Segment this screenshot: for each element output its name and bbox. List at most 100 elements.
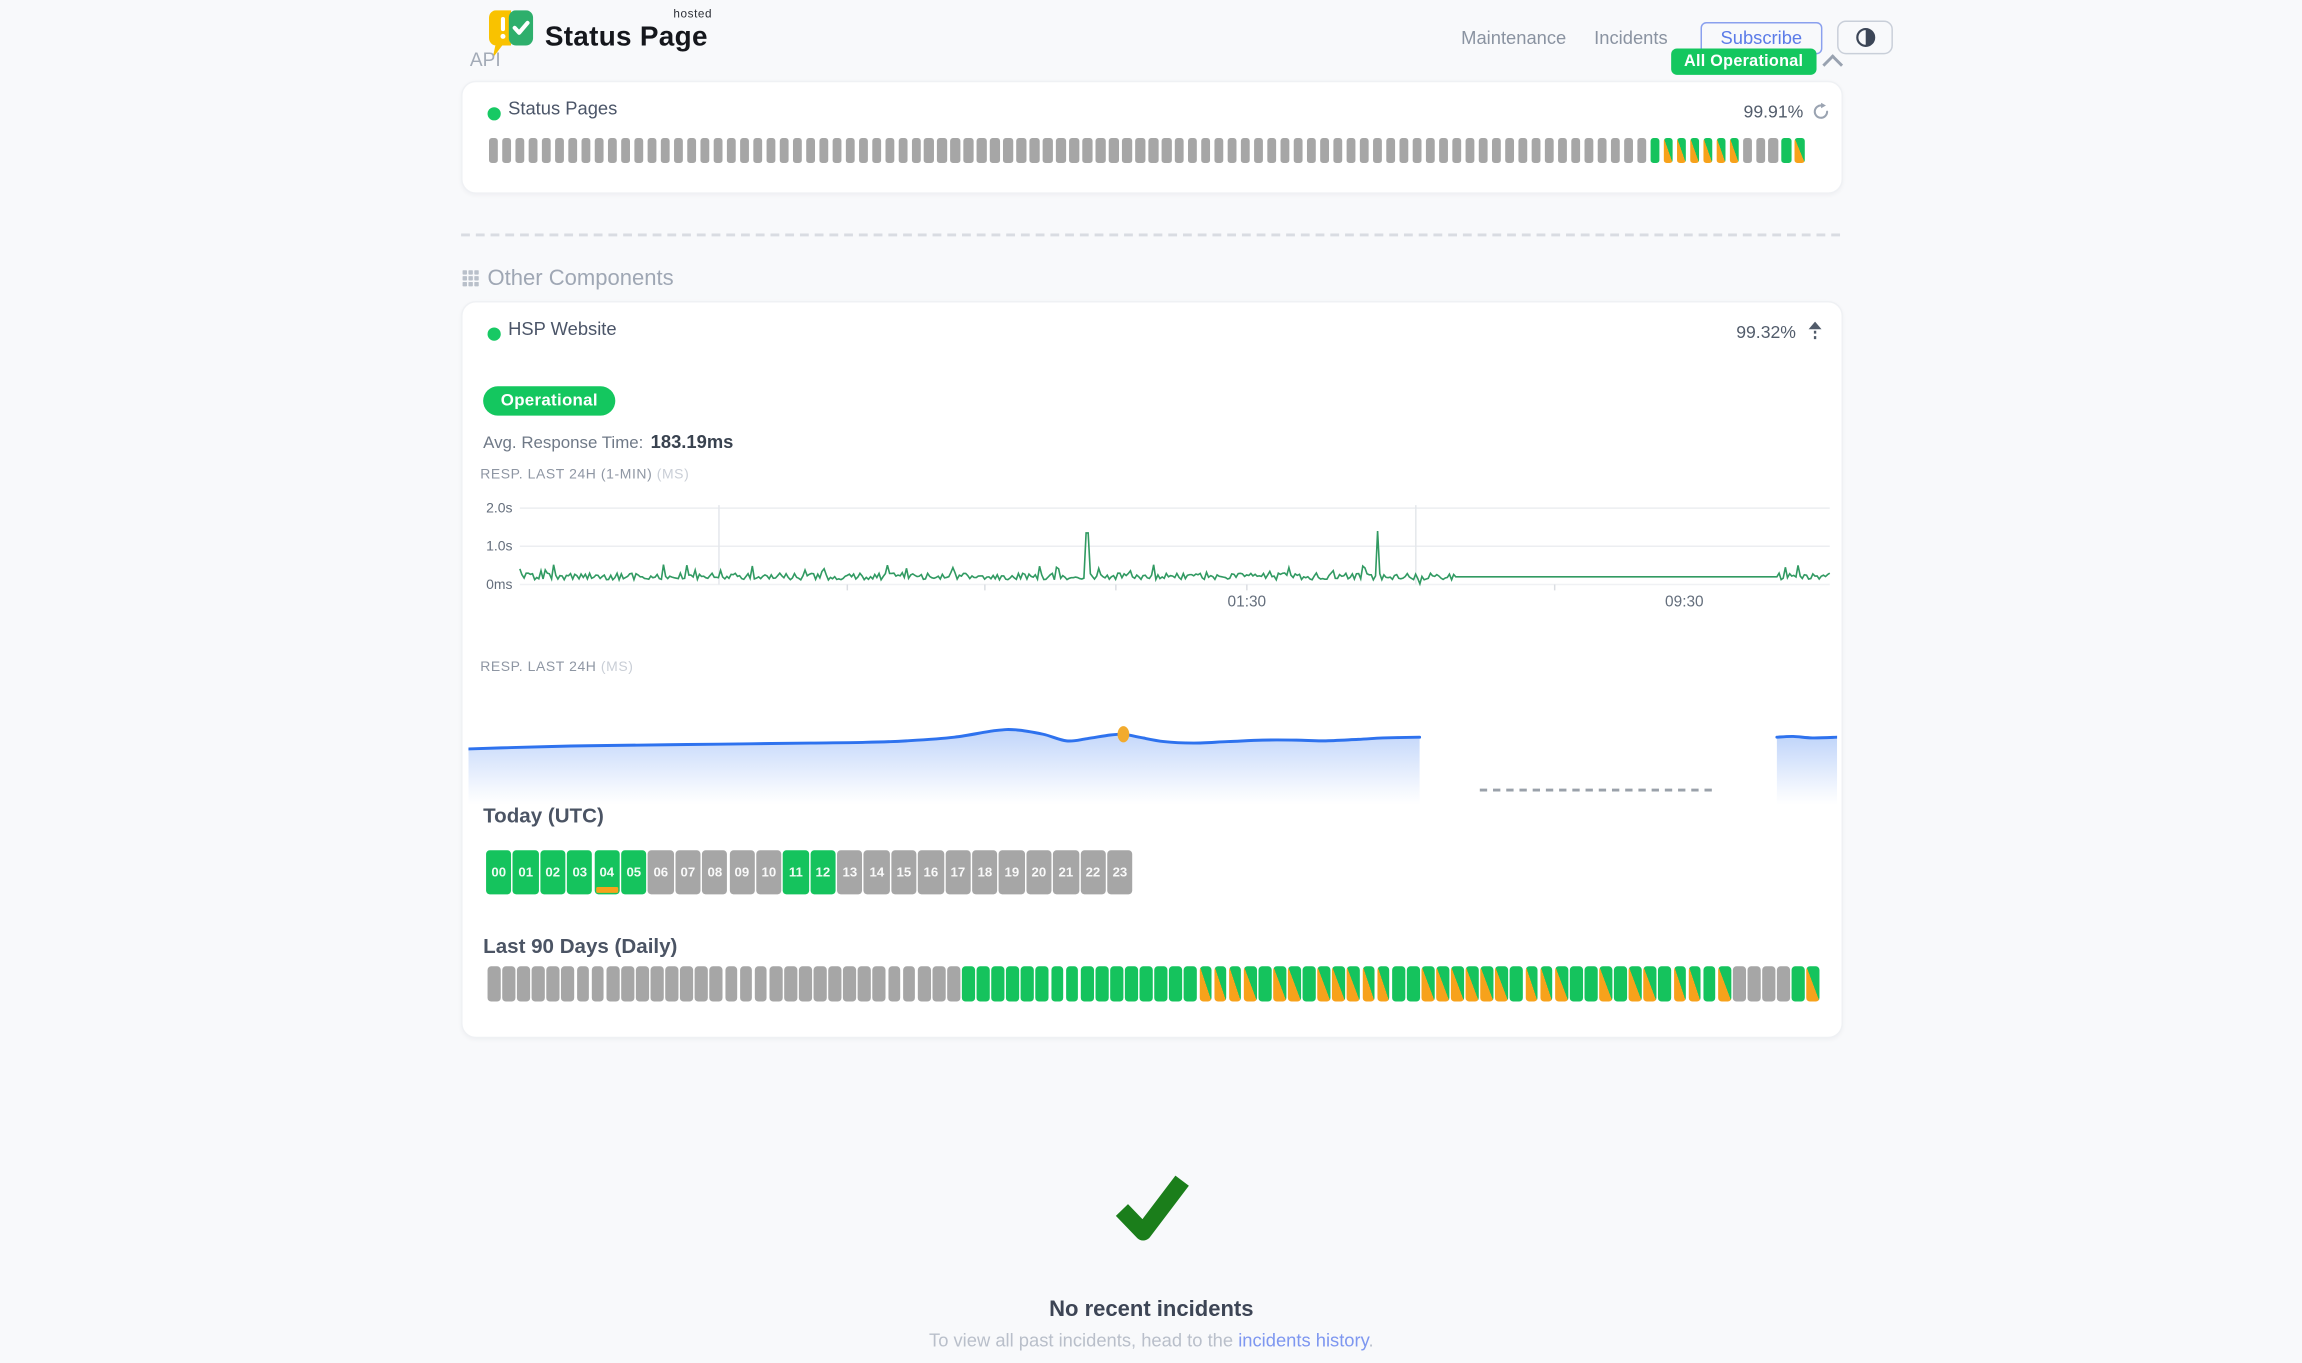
hour-block: 08 (702, 850, 728, 894)
day-block (695, 966, 708, 1001)
uptime-bar (1676, 138, 1686, 164)
uptime-bar (568, 138, 578, 164)
hour-block: 10 (756, 850, 782, 894)
uptime-bar (963, 138, 974, 164)
day-block (680, 966, 694, 1001)
nav-incidents[interactable]: Incidents (1594, 27, 1668, 48)
refresh-icon[interactable] (1812, 102, 1830, 121)
hour-block: 02 (540, 850, 566, 894)
uptime-bar (950, 138, 961, 164)
hour-block: 07 (675, 850, 701, 894)
day-block (1480, 966, 1494, 1001)
day-block (665, 966, 679, 1001)
uptime-bar (1399, 138, 1409, 164)
day-block (1050, 966, 1064, 1001)
uptime-bar (766, 138, 776, 164)
day-block (1139, 966, 1153, 1001)
uptime-bar (541, 138, 552, 164)
day-block (1124, 966, 1138, 1001)
uptime-bar (1056, 138, 1066, 164)
day-block (635, 966, 649, 1001)
uptime-bar (1729, 138, 1739, 164)
status-dot (487, 327, 501, 341)
uptime-bar (620, 138, 631, 164)
day-block (917, 966, 931, 1001)
uptime-bar (634, 138, 644, 164)
uptime-bar (1016, 138, 1026, 164)
day-block (1287, 966, 1301, 1001)
component-card-hsp-website: HSP Website 99.32% Operational Avg. Resp… (461, 301, 1843, 1039)
collapse-up-arrow-icon[interactable] (1808, 321, 1823, 343)
uptime-bar (726, 138, 736, 164)
uptime-bar (1742, 138, 1752, 164)
uptime-bar (1663, 138, 1673, 164)
uptime-bar (581, 138, 591, 164)
uptime-bar (1597, 138, 1607, 164)
hour-block: 05 (621, 850, 647, 894)
day-block (828, 966, 842, 1001)
uptime-bar (1122, 138, 1132, 164)
day-block (1584, 966, 1598, 1001)
uptime-bar (871, 138, 881, 164)
uptime-bar (647, 138, 657, 164)
uptime-bar (554, 138, 565, 164)
uptime-bar (1069, 138, 1079, 164)
day-block (546, 966, 560, 1001)
day-block (1376, 966, 1390, 1001)
today-heading: Today (UTC) (483, 803, 604, 827)
uptime-bar (502, 138, 512, 164)
day-block (1095, 966, 1109, 1001)
day-block (1273, 966, 1287, 1001)
incidents-history-link[interactable]: incidents history (1238, 1330, 1369, 1352)
day-block (902, 966, 916, 1001)
uptime-bar (792, 138, 802, 164)
chart-resp-1min: 2.0s 1.0s 0ms 01:30 09:30 (486, 500, 1831, 610)
uptime-bar (1518, 138, 1528, 164)
day-block (1569, 966, 1583, 1001)
uptime-percent: 99.32% (1736, 321, 1796, 343)
uptime-bar (739, 138, 749, 164)
uptime-bar (1570, 138, 1581, 164)
chart1-unit: (MS) (656, 466, 690, 484)
uptime-bar (779, 138, 789, 164)
theme-toggle-button[interactable] (1837, 20, 1894, 55)
svg-text:01:30: 01:30 (1228, 593, 1267, 610)
component-name[interactable]: HSP Website (508, 318, 617, 340)
day-block (1525, 966, 1539, 1001)
brand-name: Status Page (544, 22, 708, 53)
uptime-bar (1702, 138, 1713, 164)
hour-block: 23 (1107, 850, 1133, 894)
grid-icon (462, 270, 478, 286)
uptime-bar (937, 138, 947, 164)
day-block (1495, 966, 1509, 1001)
day-block (591, 966, 605, 1001)
uptime-bar (1267, 138, 1277, 164)
brand-logo[interactable]: hosted Status Page (489, 7, 712, 59)
uptime-bar (1650, 138, 1660, 164)
chart1-label: RESP. LAST 24H (1-MIN) (MS) (480, 466, 690, 484)
uptime-bar (1043, 138, 1053, 164)
day-block (1065, 966, 1079, 1001)
uptime-bar (1082, 138, 1092, 164)
hour-block: 09 (729, 850, 755, 894)
uptime-bar (1781, 138, 1792, 164)
uptime-percent: 99.91% (1743, 101, 1804, 122)
nav-maintenance[interactable]: Maintenance (1461, 27, 1567, 48)
hour-block: 01 (513, 850, 539, 894)
component-name[interactable]: Status Pages (508, 98, 618, 119)
hour-block: 20 (1026, 850, 1052, 894)
svg-text:2.0s: 2.0s (486, 500, 512, 516)
uptime-bar (1504, 138, 1515, 164)
brand-superscript: hosted (673, 7, 713, 21)
section-title-other-components: Other Components (487, 265, 674, 291)
day-block (1035, 966, 1049, 1001)
day-block (1436, 966, 1450, 1001)
uptime-bar (1386, 138, 1396, 164)
section-title-api: API (469, 48, 501, 71)
uptime-bar (911, 138, 921, 164)
uptime-bar (805, 138, 815, 164)
day-block (1406, 966, 1420, 1001)
hour-block: 22 (1080, 850, 1106, 894)
chevron-up-icon[interactable] (1822, 54, 1844, 75)
uptime-bar (1095, 138, 1106, 164)
